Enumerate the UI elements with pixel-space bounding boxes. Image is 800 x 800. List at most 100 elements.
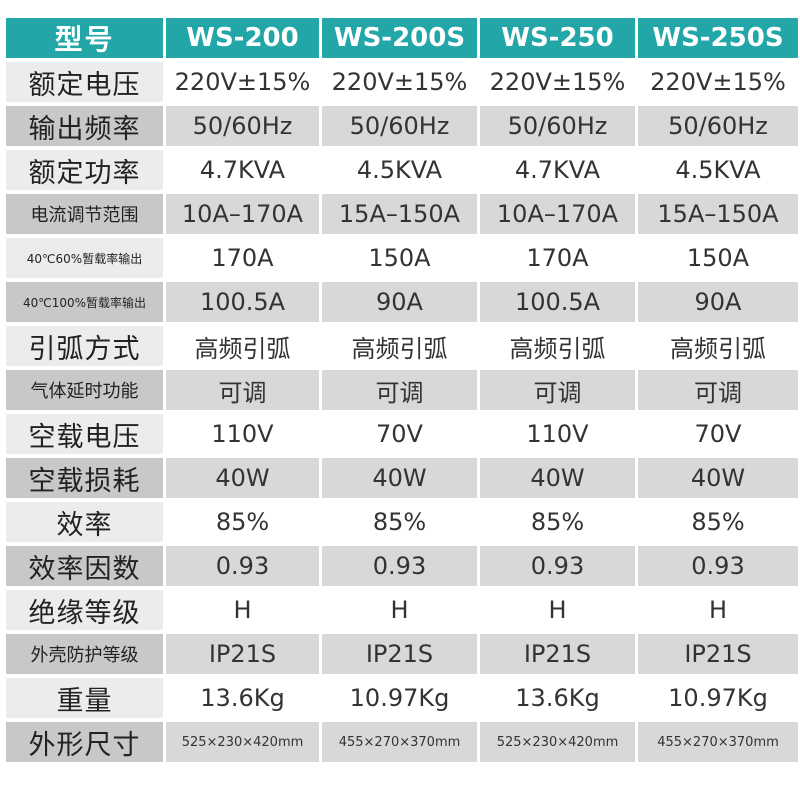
spec-value: H xyxy=(638,590,798,630)
spec-value: 455×270×370mm xyxy=(322,722,477,762)
row-label: 外壳防护等级 xyxy=(6,634,163,674)
model-header: WS-250S xyxy=(638,18,798,58)
spec-value: 85% xyxy=(638,502,798,542)
spec-value: 40W xyxy=(480,458,635,498)
table-row: 40℃60%暂载率输出 170A 150A 170A 150A xyxy=(6,238,798,278)
spec-value: 50/60Hz xyxy=(480,106,635,146)
table-row: 空载损耗 40W 40W 40W 40W xyxy=(6,458,798,498)
spec-value: 220V±15% xyxy=(166,62,319,102)
spec-value: 220V±15% xyxy=(322,62,477,102)
spec-value: H xyxy=(480,590,635,630)
spec-value: 150A xyxy=(322,238,477,278)
row-label: 额定功率 xyxy=(6,150,163,190)
spec-value: 40W xyxy=(166,458,319,498)
table-row: 空载电压 110V 70V 110V 70V xyxy=(6,414,798,454)
row-label: 气体延时功能 xyxy=(6,370,163,410)
table-row: 绝缘等级 H H H H xyxy=(6,590,798,630)
spec-value: 85% xyxy=(322,502,477,542)
spec-value: 4.5KVA xyxy=(638,150,798,190)
spec-value: 525×230×420mm xyxy=(166,722,319,762)
table-row: 输出频率 50/60Hz 50/60Hz 50/60Hz 50/60Hz xyxy=(6,106,798,146)
spec-value: 220V±15% xyxy=(638,62,798,102)
table-row: 电流调节范围 10A–170A 15A–150A 10A–170A 15A–150A xyxy=(6,194,798,234)
spec-value: 100.5A xyxy=(166,282,319,322)
spec-value: 高频引弧 xyxy=(322,326,477,366)
spec-table: 型号 WS-200 WS-200S WS-250 WS-250S 额定电压 220… xyxy=(3,14,800,766)
spec-value: 4.5KVA xyxy=(322,150,477,190)
spec-value: IP21S xyxy=(638,634,798,674)
spec-value: 100.5A xyxy=(480,282,635,322)
spec-value: 0.93 xyxy=(480,546,635,586)
spec-value: 可调 xyxy=(480,370,635,410)
spec-value: 50/60Hz xyxy=(166,106,319,146)
spec-value: 10.97Kg xyxy=(322,678,477,718)
spec-value: 85% xyxy=(480,502,635,542)
spec-value: 高频引弧 xyxy=(166,326,319,366)
table-row: 效率因数 0.93 0.93 0.93 0.93 xyxy=(6,546,798,586)
spec-value: IP21S xyxy=(322,634,477,674)
spec-value: 15A–150A xyxy=(322,194,477,234)
spec-value: 可调 xyxy=(166,370,319,410)
row-label: 额定电压 xyxy=(6,62,163,102)
spec-value: 0.93 xyxy=(322,546,477,586)
model-header: WS-200S xyxy=(322,18,477,58)
spec-value: 90A xyxy=(638,282,798,322)
spec-value: IP21S xyxy=(480,634,635,674)
spec-value: 525×230×420mm xyxy=(480,722,635,762)
row-label: 绝缘等级 xyxy=(6,590,163,630)
spec-value: 10A–170A xyxy=(166,194,319,234)
spec-value: 110V xyxy=(480,414,635,454)
spec-value: 70V xyxy=(322,414,477,454)
table-row: 40℃100%暂载率输出 100.5A 90A 100.5A 90A xyxy=(6,282,798,322)
spec-value: 10A–170A xyxy=(480,194,635,234)
row-label: 效率因数 xyxy=(6,546,163,586)
spec-value: 40W xyxy=(638,458,798,498)
table-row: 外形尺寸 525×230×420mm 455×270×370mm 525×230×42… xyxy=(6,722,798,762)
table-row: 引弧方式 高频引弧 高频引弧 高频引弧 高频引弧 xyxy=(6,326,798,366)
spec-value: 4.7KVA xyxy=(166,150,319,190)
spec-value: 10.97Kg xyxy=(638,678,798,718)
spec-value: 0.93 xyxy=(166,546,319,586)
spec-value: H xyxy=(322,590,477,630)
spec-value: 4.7KVA xyxy=(480,150,635,190)
spec-value: 可调 xyxy=(322,370,477,410)
spec-value: H xyxy=(166,590,319,630)
model-header: WS-250 xyxy=(480,18,635,58)
spec-value: 220V±15% xyxy=(480,62,635,102)
spec-value: 455×270×370mm xyxy=(638,722,798,762)
row-label: 空载损耗 xyxy=(6,458,163,498)
table-row: 额定电压 220V±15% 220V±15% 220V±15% 220V±15% xyxy=(6,62,798,102)
spec-value: 70V xyxy=(638,414,798,454)
spec-value: 0.93 xyxy=(638,546,798,586)
spec-value: 85% xyxy=(166,502,319,542)
spec-value: 110V xyxy=(166,414,319,454)
table-row: 气体延时功能 可调 可调 可调 可调 xyxy=(6,370,798,410)
spec-value: 40W xyxy=(322,458,477,498)
row-label: 电流调节范围 xyxy=(6,194,163,234)
row-label: 40℃100%暂载率输出 xyxy=(6,282,163,322)
spec-value: 13.6Kg xyxy=(166,678,319,718)
spec-value: 50/60Hz xyxy=(638,106,798,146)
row-label: 引弧方式 xyxy=(6,326,163,366)
spec-value: 15A–150A xyxy=(638,194,798,234)
spec-value: 150A xyxy=(638,238,798,278)
row-label: 空载电压 xyxy=(6,414,163,454)
row-label: 40℃60%暂载率输出 xyxy=(6,238,163,278)
row-label: 效率 xyxy=(6,502,163,542)
spec-value: 高频引弧 xyxy=(638,326,798,366)
spec-value: 高频引弧 xyxy=(480,326,635,366)
spec-value: IP21S xyxy=(166,634,319,674)
spec-value: 13.6Kg xyxy=(480,678,635,718)
table-row: 重量 13.6Kg 10.97Kg 13.6Kg 10.97Kg xyxy=(6,678,798,718)
header-label: 型号 xyxy=(6,18,163,58)
row-label: 输出频率 xyxy=(6,106,163,146)
spec-value: 170A xyxy=(166,238,319,278)
spec-value: 90A xyxy=(322,282,477,322)
table-row: 额定功率 4.7KVA 4.5KVA 4.7KVA 4.5KVA xyxy=(6,150,798,190)
spec-value: 170A xyxy=(480,238,635,278)
table-row: 外壳防护等级 IP21S IP21S IP21S IP21S xyxy=(6,634,798,674)
header-row: 型号 WS-200 WS-200S WS-250 WS-250S xyxy=(6,18,798,58)
row-label: 外形尺寸 xyxy=(6,722,163,762)
table-row: 效率 85% 85% 85% 85% xyxy=(6,502,798,542)
spec-body: 额定电压 220V±15% 220V±15% 220V±15% 220V±15% 输出频率… xyxy=(6,62,798,762)
